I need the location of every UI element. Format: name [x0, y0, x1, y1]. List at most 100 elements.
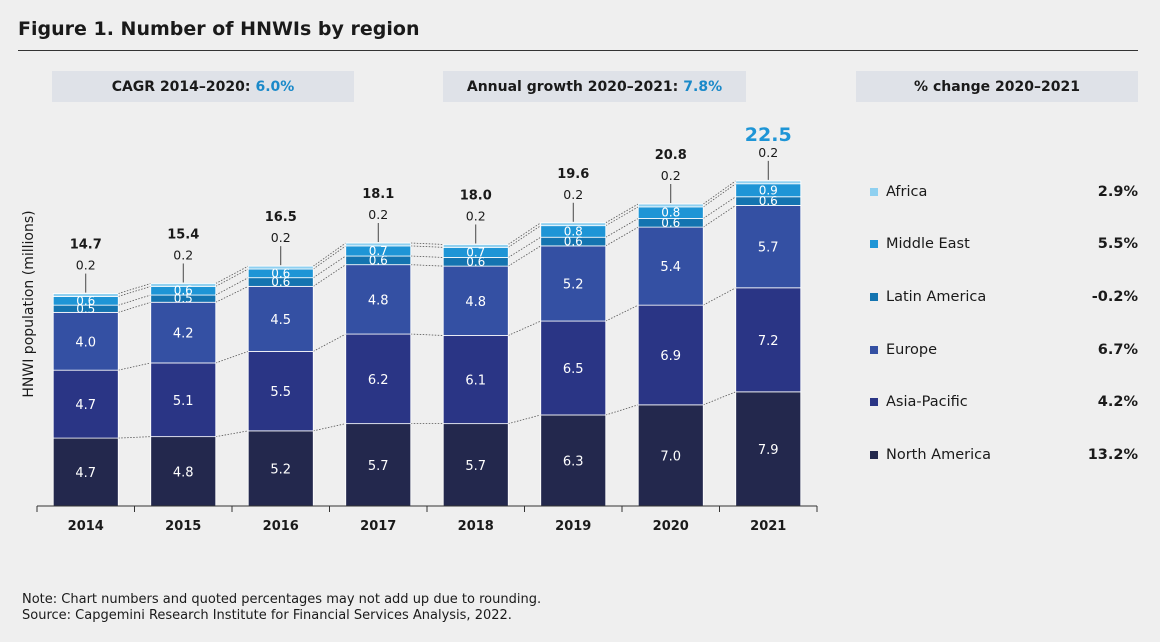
connector-line — [605, 203, 639, 224]
bar-segment-asia-pacific — [52, 369, 119, 439]
connector-line — [118, 285, 151, 297]
bar-segment-north-america — [442, 423, 509, 507]
connector-line — [313, 423, 346, 432]
data-label: 0.6 — [271, 266, 290, 280]
bar-segment-north-america — [52, 437, 119, 507]
legend-swatch — [870, 398, 878, 406]
connector-line — [703, 205, 736, 228]
bar-segment-europe — [247, 285, 314, 352]
connector-line — [118, 294, 151, 306]
legend-label: Africa — [886, 184, 928, 200]
connector-line — [215, 286, 249, 303]
data-label: 5.4 — [660, 260, 681, 275]
data-label: 4.8 — [368, 293, 389, 308]
figure-title: Figure 1. Number of HNWIs by region — [18, 18, 420, 40]
title-divider — [18, 50, 1138, 51]
connector-line — [508, 245, 541, 267]
x-tick-label: 2021 — [750, 519, 786, 534]
data-label: 5.5 — [270, 385, 291, 400]
connector-line — [215, 277, 249, 296]
legend-item-africa: Africa 2.9% — [870, 182, 1138, 202]
bar-segment-north-america — [150, 436, 217, 507]
connector-line — [508, 222, 541, 245]
annual-growth-label: Annual growth 2020–2021: — [466, 78, 679, 95]
y-axis-label: HNWI population (millions) — [21, 210, 37, 397]
total-label: 15.4 — [167, 227, 199, 242]
legend-swatch — [870, 188, 878, 196]
connector-line — [313, 264, 346, 287]
legend-item-middle-east: Middle East 5.5% — [870, 234, 1138, 254]
connector-line — [605, 304, 639, 322]
connector-line — [313, 242, 346, 267]
bar-segment-africa — [52, 293, 119, 297]
connector-line — [605, 226, 639, 247]
cagr-value: 6.0% — [255, 78, 295, 95]
legend-percent-change: -0.2% — [1091, 289, 1138, 305]
connector-line — [605, 206, 639, 227]
connector-line — [508, 225, 541, 248]
data-label: 6.2 — [368, 373, 389, 388]
cagr-label: CAGR 2014–2020: — [111, 78, 251, 95]
connector-line — [118, 301, 151, 313]
connector-line — [215, 265, 249, 284]
data-label: 5.7 — [758, 241, 779, 256]
bar-segment-africa — [442, 244, 509, 248]
bar-segment-asia-pacific — [735, 287, 802, 393]
bar-segment-asia-pacific — [540, 320, 607, 416]
data-label: 0.8 — [564, 224, 583, 238]
total-label: 22.5 — [745, 124, 792, 146]
data-label: 5.2 — [270, 462, 291, 477]
africa-data-label: 0.2 — [173, 247, 193, 262]
legend-item-latin-america: Latin America -0.2% — [870, 287, 1138, 307]
legend-percent-change: 13.2% — [1087, 447, 1138, 463]
data-label: 6.1 — [465, 374, 486, 389]
bar-segment-asia-pacific — [345, 333, 412, 425]
connector-line — [703, 180, 736, 205]
legend-swatch — [870, 240, 878, 248]
percent-change-label: % change 2020–2021 — [914, 78, 1080, 95]
data-label: 0.6 — [759, 194, 778, 208]
connector-line — [703, 183, 736, 208]
annual-growth-value: 7.8% — [683, 78, 723, 95]
connector-line — [410, 264, 444, 267]
connector-line — [313, 333, 346, 352]
connector-line — [215, 351, 249, 364]
bar-segment-north-america — [540, 414, 607, 507]
bar-segment-africa — [735, 180, 802, 185]
data-label: 0.6 — [76, 294, 95, 308]
bar-segment-europe — [637, 226, 704, 306]
source-text: Source: Capgemini Research Institute for… — [22, 608, 512, 623]
legend-percent-change: 5.5% — [1097, 236, 1138, 252]
data-label: 0.6 — [369, 253, 388, 267]
bar-segment-africa — [540, 222, 607, 227]
connector-line — [118, 283, 151, 294]
percent-change-pill: % change 2020–2021 — [856, 71, 1138, 102]
data-label: 0.6 — [661, 216, 680, 230]
data-label: 6.5 — [563, 362, 584, 377]
cagr-pill: CAGR 2014–2020: 6.0% — [52, 71, 354, 102]
bar-segment-europe — [52, 311, 119, 371]
connector-line — [313, 255, 346, 279]
legend-label: North America — [886, 447, 991, 463]
total-label: 19.6 — [557, 167, 589, 182]
bar-segment-asia-pacific — [637, 304, 704, 406]
bar-segment-africa — [637, 203, 704, 208]
africa-data-label: 0.2 — [758, 145, 778, 160]
total-label: 18.0 — [460, 188, 492, 203]
data-label: 0.6 — [271, 275, 290, 289]
legend-swatch — [870, 451, 878, 459]
connector-line — [410, 333, 444, 336]
x-tick-label: 2020 — [653, 519, 689, 534]
africa-data-label: 0.2 — [661, 168, 681, 183]
bar-segment-asia-pacific — [442, 335, 509, 425]
data-label: 0.6 — [174, 284, 193, 298]
africa-data-label: 0.2 — [76, 258, 96, 273]
bar-segment-north-america — [735, 391, 802, 507]
bar-segment-africa — [247, 265, 314, 270]
connector-line — [215, 430, 249, 438]
data-label: 4.5 — [270, 313, 291, 328]
legend-label: Latin America — [886, 289, 987, 305]
legend-label: Asia-Pacific — [886, 394, 968, 410]
total-label: 14.7 — [70, 238, 102, 253]
